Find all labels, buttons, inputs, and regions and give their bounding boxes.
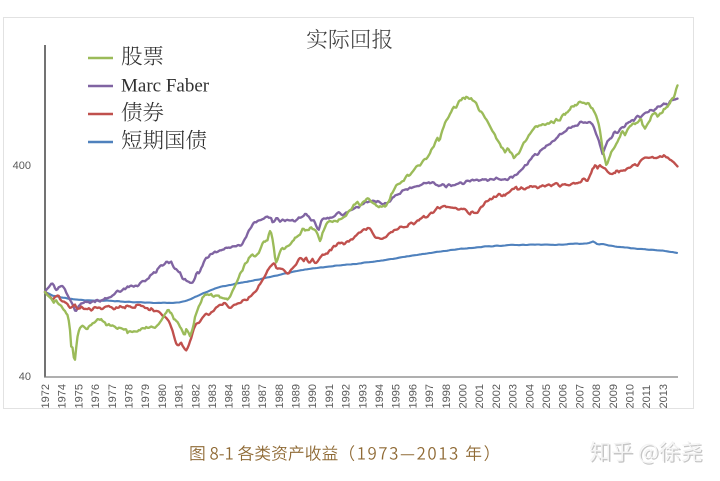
svg-text:1985: 1985	[240, 384, 252, 408]
svg-text:1980: 1980	[157, 384, 169, 408]
svg-text:1989: 1989	[291, 384, 303, 408]
svg-text:1977: 1977	[107, 384, 119, 408]
svg-text:2009: 2009	[608, 384, 620, 408]
svg-text:1974: 1974	[57, 384, 69, 408]
svg-text:2000: 2000	[458, 384, 470, 408]
svg-text:Marc Faber: Marc Faber	[121, 76, 210, 97]
svg-text:2004: 2004	[524, 384, 536, 408]
svg-text:1987: 1987	[257, 384, 269, 408]
svg-text:40: 40	[19, 371, 31, 383]
svg-text:2005: 2005	[541, 384, 553, 408]
svg-text:1982: 1982	[190, 384, 202, 408]
svg-text:1995: 1995	[391, 384, 403, 408]
svg-text:1983: 1983	[207, 384, 219, 408]
svg-text:1994: 1994	[374, 384, 386, 408]
svg-text:1996: 1996	[407, 384, 419, 408]
svg-text:2003: 2003	[508, 384, 520, 408]
svg-text:1998: 1998	[441, 384, 453, 408]
svg-text:1976: 1976	[90, 384, 102, 408]
svg-text:1997: 1997	[424, 384, 436, 408]
svg-text:1984: 1984	[224, 384, 236, 408]
svg-text:1978: 1978	[124, 384, 136, 408]
svg-text:1988: 1988	[274, 384, 286, 408]
svg-text:2007: 2007	[574, 384, 586, 408]
svg-text:1993: 1993	[357, 384, 369, 408]
svg-text:2013: 2013	[658, 384, 670, 408]
svg-text:1981: 1981	[174, 384, 186, 408]
svg-text:1975: 1975	[73, 384, 85, 408]
svg-text:2008: 2008	[591, 384, 603, 408]
svg-text:2001: 2001	[474, 384, 486, 408]
svg-text:1990: 1990	[307, 384, 319, 408]
svg-text:2010: 2010	[625, 384, 637, 408]
svg-text:1992: 1992	[341, 384, 353, 408]
svg-text:1991: 1991	[324, 384, 336, 408]
svg-text:2002: 2002	[491, 384, 503, 408]
svg-text:1972: 1972	[40, 384, 52, 408]
svg-text:2006: 2006	[558, 384, 570, 408]
svg-text:1979: 1979	[140, 384, 152, 408]
svg-text:2011: 2011	[641, 385, 653, 409]
svg-text:400: 400	[13, 160, 31, 172]
